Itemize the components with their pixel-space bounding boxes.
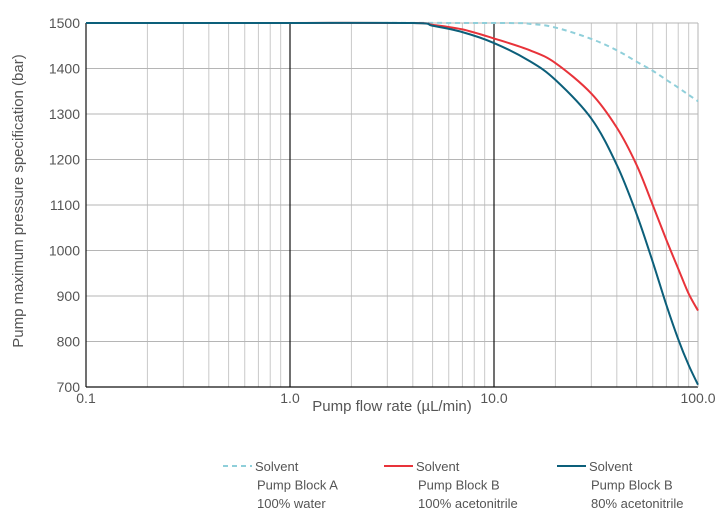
y-tick-label: 700 <box>57 379 81 395</box>
legend: Solvent Pump Block A 100% water Solvent Pump… <box>223 459 684 511</box>
y-tick-label: 800 <box>57 334 81 350</box>
y-tick-label: 1500 <box>49 15 80 31</box>
axis-lines <box>85 23 699 388</box>
x-tick-labels: 0.1 1.0 10.0 100.0 <box>76 390 715 406</box>
legend-label: Pump Block B <box>418 478 500 493</box>
x-tick-label: 1.0 <box>280 390 300 406</box>
legend-label: 100% acetonitrile <box>418 496 518 511</box>
legend-label: Pump Block A <box>257 478 338 493</box>
legend-label: Solvent <box>589 459 633 474</box>
y-axis-title: Pump maximum pressure specification (bar… <box>10 54 27 347</box>
y-tick-label: 1000 <box>49 243 80 259</box>
y-tick-label: 1100 <box>50 197 80 213</box>
legend-label: 80% acetonitrile <box>591 496 684 511</box>
y-tick-label: 1400 <box>49 61 80 77</box>
x-tick-label: 0.1 <box>76 390 96 406</box>
x-axis-title: Pump flow rate (µL/min) <box>312 398 472 415</box>
major-grid <box>86 22 698 388</box>
series-line-block-b-80-acetonitrile <box>86 21 699 386</box>
series-lines <box>86 21 699 386</box>
y-tick-label: 1300 <box>49 106 80 122</box>
y-tick-labels: 1500 1400 1300 1200 1100 1000 900 800 700 <box>49 15 80 395</box>
x-tick-label: 10.0 <box>480 390 507 406</box>
legend-label: Solvent <box>416 459 460 474</box>
legend-label: Solvent <box>255 459 299 474</box>
series-line-block-a-water <box>86 21 699 103</box>
y-tick-label: 900 <box>57 288 81 304</box>
legend-label: Pump Block B <box>591 478 673 493</box>
x-tick-label: 100.0 <box>680 390 715 406</box>
y-tick-label: 1200 <box>49 152 80 168</box>
legend-label: 100% water <box>257 496 326 511</box>
series-line-block-b-100-acetonitrile <box>86 21 699 312</box>
